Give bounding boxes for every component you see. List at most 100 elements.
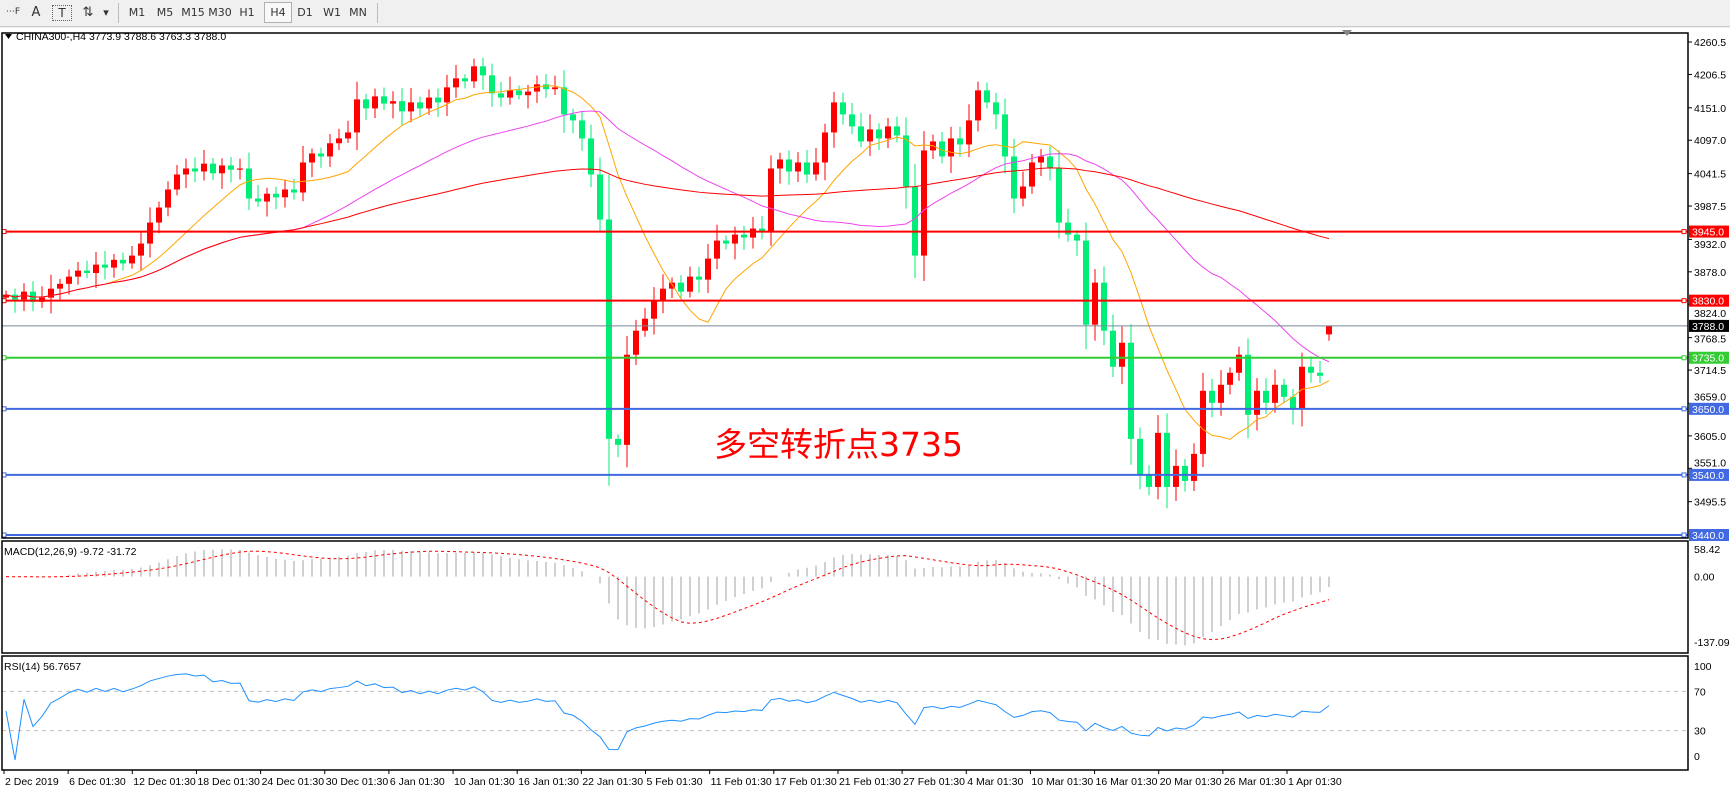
candle bbox=[1029, 154, 1035, 194]
candle-body bbox=[687, 276, 693, 292]
candle bbox=[759, 216, 765, 240]
candle-body bbox=[255, 198, 261, 202]
candle-body bbox=[777, 159, 783, 169]
rsi-tick-label: 0 bbox=[1694, 751, 1700, 763]
candle-body bbox=[1290, 396, 1296, 409]
text-label-icon[interactable]: T bbox=[52, 5, 72, 21]
level-price-badge bbox=[1689, 529, 1729, 541]
candle bbox=[489, 63, 495, 107]
rsi-pane-frame bbox=[1, 655, 1689, 771]
candle-body bbox=[1209, 390, 1215, 403]
candle-body bbox=[966, 120, 972, 145]
candle bbox=[642, 307, 648, 337]
tab-w1[interactable]: W1 bbox=[323, 6, 341, 19]
grid-font-icon[interactable]: ⋯F bbox=[5, 7, 21, 17]
macd-signal-line bbox=[5, 550, 1330, 641]
candle bbox=[210, 158, 216, 181]
candle bbox=[75, 261, 81, 285]
candle bbox=[606, 174, 612, 486]
candle-body bbox=[273, 193, 279, 198]
tab-mn[interactable]: MN bbox=[349, 6, 367, 19]
candle-body bbox=[309, 153, 315, 163]
candle bbox=[1326, 325, 1332, 341]
candle bbox=[228, 157, 234, 183]
tab-m15[interactable]: M15 bbox=[181, 6, 205, 19]
candle-body bbox=[858, 126, 864, 142]
price-tick-label: 4097.0 bbox=[1694, 135, 1726, 147]
candle bbox=[687, 266, 693, 298]
annotation-text: 多空转折点3735 bbox=[714, 425, 963, 464]
time-tick-label: 18 Dec 01:30 bbox=[197, 776, 260, 788]
candle-body bbox=[1164, 432, 1170, 487]
rsi-pane bbox=[2, 673, 1688, 761]
macd-tick-label: 58.42 bbox=[1694, 544, 1720, 556]
candle bbox=[1245, 338, 1251, 439]
candle-body bbox=[579, 120, 585, 139]
candle-body bbox=[786, 159, 792, 172]
candle bbox=[723, 235, 729, 250]
time-tick-label: 5 Feb 01:30 bbox=[647, 776, 703, 788]
arrows-icon[interactable]: ⇅ bbox=[82, 5, 94, 20]
candle-body bbox=[1020, 186, 1026, 199]
candle-body bbox=[696, 276, 702, 280]
tab-m30[interactable]: M30 bbox=[208, 6, 232, 19]
level-price-label: 3540.0 bbox=[1692, 470, 1724, 482]
candle bbox=[777, 152, 783, 184]
time-tick-label: 6 Jan 01:30 bbox=[390, 776, 445, 788]
candle-body bbox=[345, 132, 351, 139]
candle-body bbox=[480, 66, 486, 76]
candle-body bbox=[462, 78, 468, 82]
candle-body bbox=[894, 126, 900, 136]
candle-body bbox=[1119, 342, 1125, 367]
tab-m5[interactable]: M5 bbox=[156, 6, 174, 19]
candle-body bbox=[111, 259, 117, 268]
text-icon[interactable]: A bbox=[31, 5, 41, 20]
level-price-badge bbox=[1689, 468, 1729, 481]
candle bbox=[822, 123, 828, 181]
candle-body bbox=[1236, 354, 1242, 373]
candle bbox=[1209, 378, 1215, 418]
chart-header: CHINA300-,H4 3773.9 3788.6 3763.3 3788.0 bbox=[16, 31, 226, 43]
candle-body bbox=[1128, 342, 1134, 439]
candle-body bbox=[723, 240, 729, 244]
candle-body bbox=[48, 288, 54, 298]
candle bbox=[327, 134, 333, 167]
candle bbox=[417, 96, 423, 117]
candle-body bbox=[174, 174, 180, 190]
candle bbox=[903, 117, 909, 209]
tab-d1[interactable]: D1 bbox=[297, 6, 313, 19]
tab-h4[interactable]: H4 bbox=[264, 2, 292, 23]
level-price-badge bbox=[1689, 351, 1729, 364]
candle-body bbox=[1182, 465, 1188, 481]
candle-body bbox=[975, 90, 981, 121]
macd-label: MACD(12,26,9) -9.72 -31.72 bbox=[4, 546, 137, 558]
candle bbox=[1128, 324, 1134, 465]
time-tick-label: 6 Dec 01:30 bbox=[69, 776, 126, 788]
candle-body bbox=[282, 189, 288, 198]
collapse-triangle-icon[interactable] bbox=[5, 34, 12, 39]
candle bbox=[966, 104, 972, 158]
price-chart[interactable]: 4260.5 4206.5 4151.0 4097.0 4041.5 3987.5 3932… bbox=[0, 28, 1730, 790]
rsi-line bbox=[5, 673, 1330, 761]
candle-body bbox=[705, 258, 711, 280]
candle bbox=[345, 120, 351, 143]
tab-h1[interactable]: H1 bbox=[239, 6, 255, 19]
level-price-label: 3440.0 bbox=[1692, 530, 1724, 542]
candle bbox=[1191, 443, 1197, 491]
chart-shift-marker-icon[interactable] bbox=[1342, 30, 1352, 36]
candle-body bbox=[1083, 240, 1089, 325]
price-tick-label: 3824.0 bbox=[1694, 308, 1726, 320]
candle bbox=[516, 85, 522, 100]
tab-m1[interactable]: M1 bbox=[128, 6, 146, 19]
candle bbox=[1227, 367, 1233, 395]
rsi-tick-label: 100 bbox=[1694, 661, 1712, 673]
candle bbox=[363, 93, 369, 120]
price-tick-label: 3932.0 bbox=[1694, 239, 1726, 251]
time-tick-label: 17 Feb 01:30 bbox=[775, 776, 837, 788]
price-tick-label: 3878.0 bbox=[1694, 267, 1726, 279]
candle bbox=[1236, 346, 1242, 381]
dropdown-icon[interactable]: ▾ bbox=[103, 6, 109, 19]
candle bbox=[1074, 230, 1080, 256]
candle bbox=[984, 82, 990, 109]
candle bbox=[192, 157, 198, 183]
